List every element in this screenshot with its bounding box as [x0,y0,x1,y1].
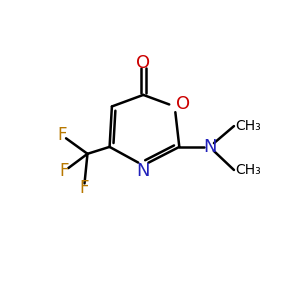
Text: N: N [203,138,216,156]
Text: O: O [136,54,150,72]
Text: F: F [79,179,89,197]
Text: CH₃: CH₃ [235,119,261,133]
Text: F: F [57,126,67,144]
Text: CH₃: CH₃ [235,163,261,177]
Text: O: O [176,95,190,113]
Text: N: N [136,162,150,180]
Text: F: F [59,162,69,180]
